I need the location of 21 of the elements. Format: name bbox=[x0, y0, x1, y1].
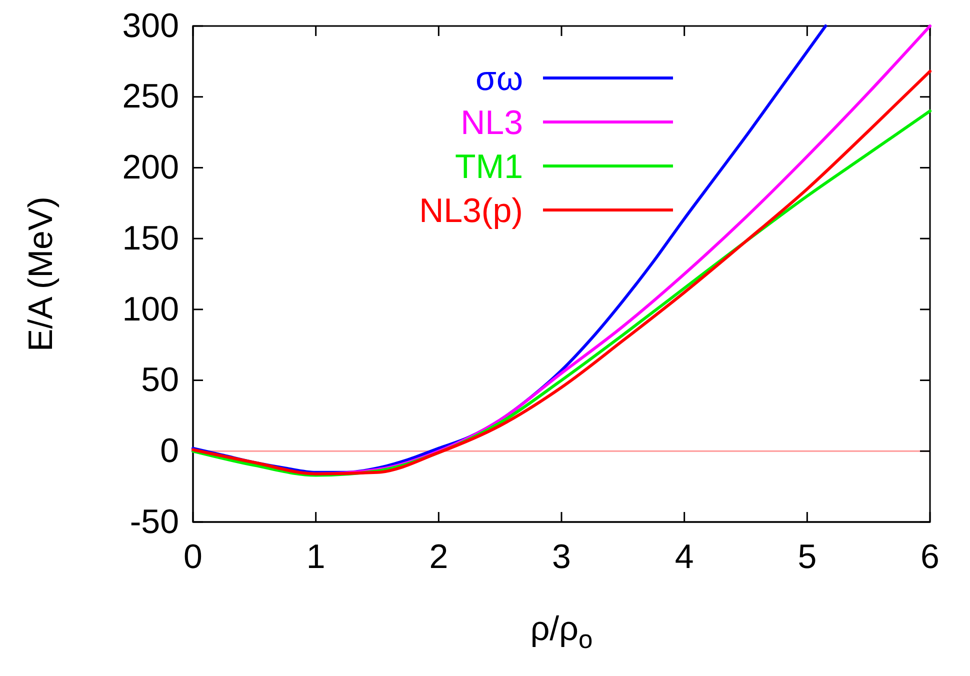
x-tick-label: 2 bbox=[429, 538, 448, 576]
y-tick-label: 50 bbox=[141, 361, 179, 400]
x-tick-label: 0 bbox=[184, 538, 202, 576]
legend-label: σω bbox=[475, 60, 523, 98]
y-tick-label: 250 bbox=[122, 78, 179, 116]
y-tick-label: 150 bbox=[122, 219, 179, 258]
x-tick-label: 1 bbox=[306, 538, 326, 576]
x-axis-title: ρ/ρ$_{o}$ bbox=[530, 610, 593, 654]
legend-label: TM1 bbox=[455, 148, 523, 186]
y-tick-label: 0 bbox=[160, 432, 179, 470]
y-tick-label: 100 bbox=[122, 290, 179, 328]
x-tick-label: 6 bbox=[920, 538, 940, 576]
y-tick-label: -50 bbox=[130, 502, 179, 541]
legend-label: NL3 bbox=[460, 104, 523, 142]
x-tick-label: 3 bbox=[552, 538, 571, 576]
y-tick-label: 200 bbox=[122, 148, 179, 187]
y-tick-label: 300 bbox=[122, 6, 179, 45]
x-tick-label: 4 bbox=[674, 538, 694, 576]
legend-label: NL3(p) bbox=[419, 192, 523, 230]
y-axis-title: E/A (MeV) bbox=[22, 196, 60, 352]
x-tick-label: 5 bbox=[798, 538, 817, 576]
